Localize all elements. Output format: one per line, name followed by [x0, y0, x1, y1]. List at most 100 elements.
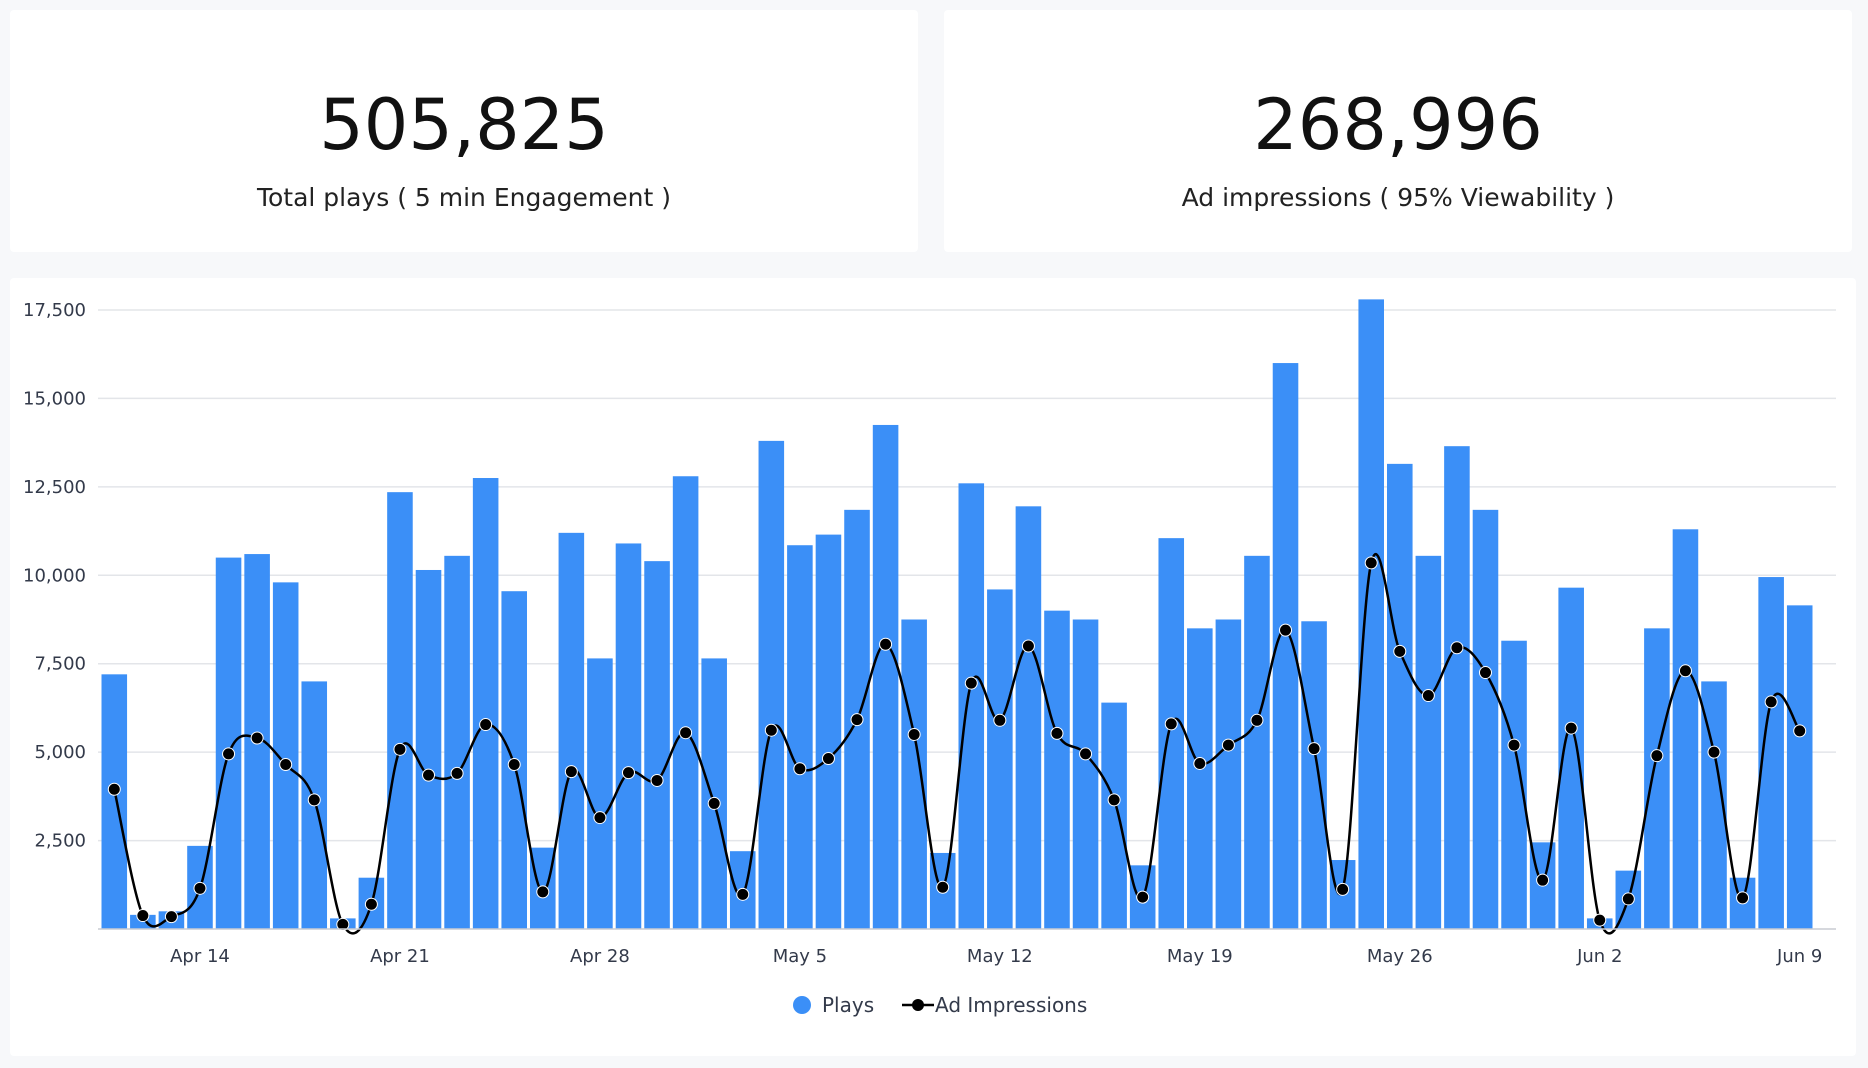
legend-plays-label[interactable]: Plays [822, 993, 874, 1017]
plays-bar[interactable] [558, 532, 585, 929]
plays-bar[interactable] [1072, 619, 1099, 930]
plays-bar[interactable] [1044, 610, 1070, 929]
ad-impressions-point[interactable] [1593, 913, 1607, 927]
ad-impressions-point[interactable] [850, 713, 864, 727]
ad-impressions-point[interactable] [964, 676, 978, 690]
plays-bar[interactable] [787, 545, 813, 929]
ad-impressions-point[interactable] [621, 766, 635, 780]
plays-bar[interactable] [444, 555, 470, 929]
ad-impressions-point[interactable] [1564, 721, 1578, 735]
ad-impressions-point[interactable] [1050, 726, 1064, 740]
plays-bar[interactable] [1472, 509, 1499, 929]
plays-bar[interactable] [1672, 529, 1699, 929]
ad-impressions-point[interactable] [1136, 890, 1150, 904]
ad-impressions-point[interactable] [164, 910, 178, 924]
ad-impressions-point[interactable] [222, 747, 236, 761]
ad-impressions-point[interactable] [336, 917, 350, 931]
plays-bar[interactable] [1786, 605, 1813, 929]
ad-impressions-point[interactable] [307, 793, 321, 807]
plays-bar[interactable] [672, 476, 699, 929]
plays-bar[interactable] [901, 619, 927, 930]
ad-impressions-point[interactable] [1250, 713, 1264, 727]
ad-impressions-point[interactable] [593, 811, 607, 825]
ad-impressions-point[interactable] [1336, 882, 1350, 896]
ad-impressions-point[interactable] [1450, 641, 1464, 655]
ad-impressions-point[interactable] [279, 758, 293, 772]
plays-bar[interactable] [958, 483, 985, 929]
plays-bar[interactable] [415, 569, 442, 929]
ad-impressions-point[interactable] [1507, 738, 1521, 752]
ad-impressions-point[interactable] [1307, 742, 1321, 756]
ad-impressions-point[interactable] [1536, 873, 1550, 887]
ad-impressions-point[interactable] [536, 885, 550, 899]
plays-bar[interactable] [815, 534, 842, 929]
plays-bar[interactable] [758, 440, 785, 929]
plays-bar[interactable] [472, 478, 499, 929]
ad-impressions-point[interactable] [1393, 644, 1407, 658]
ad-impressions-point[interactable] [650, 773, 664, 787]
ad-impressions-point[interactable] [136, 909, 150, 923]
y-tick-label: 7,500 [34, 654, 86, 675]
ad-impressions-point[interactable] [422, 768, 436, 782]
ad-impressions-point[interactable] [707, 796, 721, 810]
plays-bar[interactable] [1244, 555, 1270, 929]
plays-bar[interactable] [1215, 619, 1242, 930]
plays-bar[interactable] [1187, 628, 1213, 929]
ad-impressions-point[interactable] [107, 782, 121, 796]
ad-impressions-point[interactable] [479, 718, 493, 732]
x-tick-label: Apr 14 [170, 946, 230, 967]
ad-impressions-point[interactable] [1107, 793, 1121, 807]
plays-bar[interactable] [1158, 538, 1185, 929]
ad-impressions-point[interactable] [764, 723, 778, 737]
ad-impressions-point[interactable] [993, 713, 1007, 727]
legend-impressions-label[interactable]: Ad Impressions [935, 993, 1087, 1017]
ad-impressions-point[interactable] [1193, 756, 1207, 770]
ad-impressions-point[interactable] [507, 758, 521, 772]
ad-impressions-point[interactable] [1421, 689, 1435, 703]
ad-impressions-point[interactable] [564, 765, 578, 779]
plays-bar[interactable] [872, 424, 899, 929]
ad-impressions-point[interactable] [907, 727, 921, 741]
ad-impressions-point[interactable] [393, 742, 407, 756]
plays-bar[interactable] [1415, 555, 1442, 929]
ad-impressions-point[interactable] [1021, 639, 1035, 653]
plays-bar[interactable] [1015, 506, 1042, 929]
ad-impressions-point[interactable] [364, 897, 378, 911]
plays-bar[interactable] [1358, 299, 1384, 930]
plays-bar[interactable] [644, 561, 670, 929]
ad-impressions-point[interactable] [1478, 666, 1492, 680]
ad-impressions-point[interactable] [1793, 724, 1807, 738]
ad-impressions-point[interactable] [250, 731, 264, 745]
ad-impressions-point[interactable] [1621, 892, 1635, 906]
ad-impressions-point[interactable] [1279, 623, 1293, 637]
plays-bar[interactable] [615, 543, 642, 929]
ad-impressions-point[interactable] [1650, 749, 1664, 763]
ad-impressions-point[interactable] [821, 752, 835, 766]
ad-impressions-point[interactable] [1079, 747, 1093, 761]
ad-impressions-point[interactable] [1221, 738, 1235, 752]
plays-bar[interactable] [1101, 702, 1127, 929]
ad-impressions-point[interactable] [1764, 695, 1778, 709]
ad-impressions-point[interactable] [1707, 745, 1721, 759]
ad-impressions-point[interactable] [936, 880, 950, 894]
plays-bar[interactable] [101, 674, 128, 929]
ad-impressions-point[interactable] [879, 637, 893, 651]
ad-impressions-point[interactable] [450, 766, 464, 780]
ad-impressions-point[interactable] [1364, 556, 1378, 570]
ad-impressions-point[interactable] [193, 881, 207, 895]
ad-impressions-point[interactable] [1678, 664, 1692, 678]
plays-bar[interactable] [1444, 446, 1470, 929]
plays-bar[interactable] [701, 658, 727, 929]
ad-impressions-point[interactable] [736, 887, 750, 901]
plays-bar[interactable] [587, 658, 613, 929]
plays-bar[interactable] [387, 492, 413, 929]
ad-impressions-point[interactable] [793, 762, 807, 776]
plays-bar[interactable] [215, 557, 242, 929]
ad-impressions-point[interactable] [679, 726, 693, 740]
plays-bar[interactable] [1387, 463, 1413, 929]
plays-bar[interactable] [1644, 628, 1670, 929]
plays-bar[interactable] [987, 589, 1013, 929]
plays-bar[interactable] [1301, 621, 1327, 929]
ad-impressions-point[interactable] [1736, 891, 1750, 905]
ad-impressions-point[interactable] [1164, 717, 1178, 731]
